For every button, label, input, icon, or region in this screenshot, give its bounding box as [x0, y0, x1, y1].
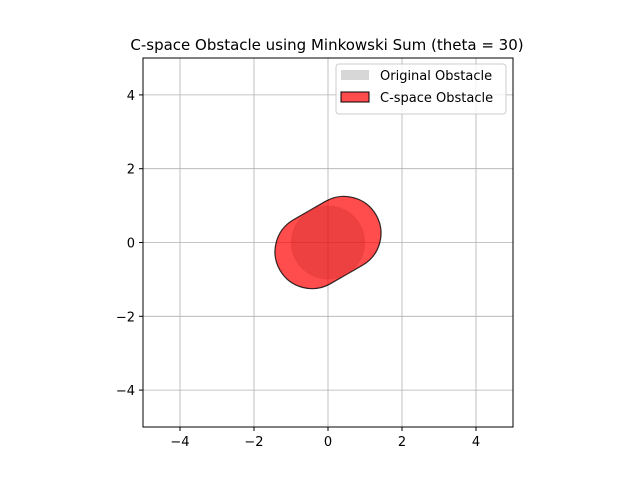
axis-ticks: −4 −2 0 2 4 −4 −2 0 2 4 — [116, 89, 480, 450]
y-tick-label: −2 — [116, 310, 135, 325]
legend-label-cspace: C-space Obstacle — [380, 91, 493, 106]
legend-box — [335, 63, 507, 115]
y-tick-label: −4 — [116, 384, 135, 399]
legend: Original Obstacle C-space Obstacle — [335, 63, 507, 115]
legend-swatch-original — [341, 70, 369, 80]
x-tick-label: 0 — [324, 435, 332, 450]
original-obstacle — [291, 205, 365, 280]
y-tick-label: 2 — [127, 163, 135, 178]
chart-title: C-space Obstacle using Minkowski Sum (th… — [130, 36, 523, 54]
x-tick-label: −4 — [170, 435, 189, 450]
y-tick-label: 4 — [127, 89, 135, 104]
plot-shapes — [274, 195, 382, 290]
legend-label-original: Original Obstacle — [380, 69, 492, 84]
y-tick-label: 0 — [127, 237, 135, 252]
x-tick-label: 2 — [398, 435, 406, 450]
cspace-obstacle — [274, 195, 382, 290]
x-tick-label: 4 — [472, 435, 480, 450]
x-tick-label: −2 — [244, 435, 263, 450]
legend-swatch-cspace — [340, 91, 370, 103]
